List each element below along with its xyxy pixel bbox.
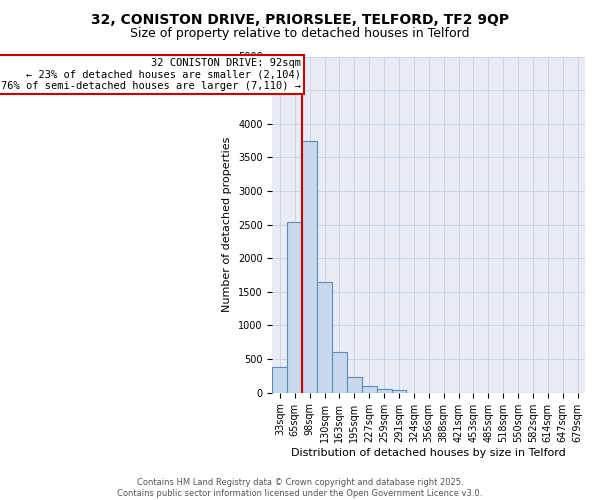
Y-axis label: Number of detached properties: Number of detached properties: [223, 137, 232, 312]
Bar: [347, 378, 362, 392]
Bar: [392, 390, 406, 392]
Bar: [317, 282, 332, 393]
Bar: [362, 386, 377, 392]
Text: 32 CONISTON DRIVE: 92sqm
← 23% of detached houses are smaller (2,104)
76% of sem: 32 CONISTON DRIVE: 92sqm ← 23% of detach…: [1, 58, 301, 91]
X-axis label: Distribution of detached houses by size in Telford: Distribution of detached houses by size …: [292, 448, 566, 458]
Bar: [332, 352, 347, 393]
Text: Contains HM Land Registry data © Crown copyright and database right 2025.
Contai: Contains HM Land Registry data © Crown c…: [118, 478, 482, 498]
Bar: [287, 222, 302, 392]
Text: 32, CONISTON DRIVE, PRIORSLEE, TELFORD, TF2 9QP: 32, CONISTON DRIVE, PRIORSLEE, TELFORD, …: [91, 12, 509, 26]
Text: Size of property relative to detached houses in Telford: Size of property relative to detached ho…: [130, 28, 470, 40]
Bar: [377, 390, 392, 392]
Bar: [302, 140, 317, 392]
Bar: [272, 367, 287, 392]
